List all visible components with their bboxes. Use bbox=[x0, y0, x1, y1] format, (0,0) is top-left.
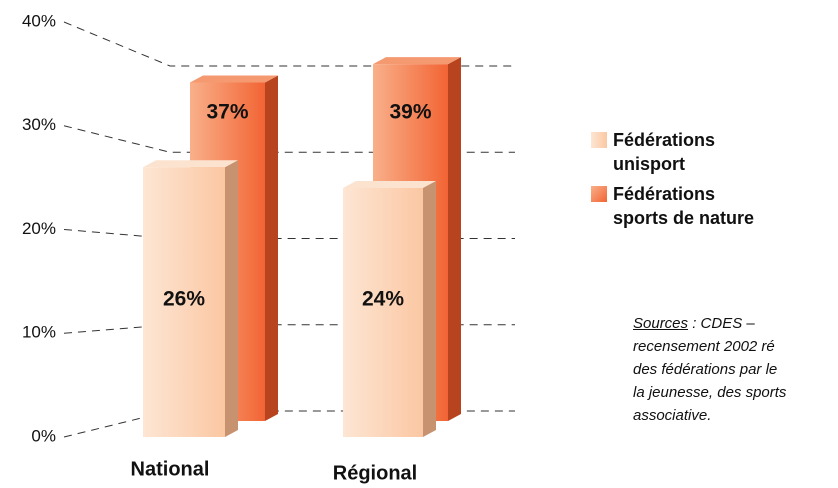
source-line: Sources : CDES – bbox=[633, 312, 838, 335]
value-label: 39% bbox=[389, 101, 431, 124]
y-tick-label: 20% bbox=[22, 219, 56, 238]
value-label: 26% bbox=[163, 288, 205, 311]
y-tick-label: 0% bbox=[31, 426, 56, 445]
legend-swatch bbox=[591, 186, 607, 202]
legend-item: Fédérations unisport bbox=[591, 128, 775, 176]
y-tick-label: 40% bbox=[22, 11, 56, 30]
bar-side bbox=[423, 181, 436, 437]
source-line: associative. bbox=[633, 407, 712, 424]
source-label: Sources bbox=[633, 315, 689, 332]
bar-side bbox=[265, 75, 278, 421]
bar bbox=[343, 181, 436, 437]
source-line: la jeunesse, des sports bbox=[633, 384, 787, 401]
legend-swatch bbox=[591, 132, 607, 148]
x-tick-label: Régional bbox=[333, 462, 417, 484]
x-tick-label: National bbox=[131, 458, 210, 480]
bar-side bbox=[225, 160, 238, 437]
value-label: 24% bbox=[362, 288, 404, 311]
bar-side bbox=[448, 57, 461, 422]
bar-top bbox=[343, 181, 436, 188]
source-line: recensement 2002 ré bbox=[633, 338, 775, 355]
legend-item: Fédérations sports de nature bbox=[591, 182, 775, 230]
bar-top bbox=[143, 160, 238, 168]
bar-top bbox=[373, 57, 461, 65]
grid-line bbox=[63, 21, 515, 67]
legend-label: Fédérations unisport bbox=[613, 130, 716, 174]
source-text: : CDES – bbox=[688, 315, 755, 332]
source-line: des fédérations par le bbox=[633, 361, 778, 378]
y-tick-label: 30% bbox=[22, 115, 56, 134]
bar-front bbox=[143, 167, 225, 437]
source-note: Sources : CDES – recensement 2002 ré des… bbox=[633, 312, 838, 427]
legend-label: Fédérations sports de nature bbox=[613, 184, 755, 228]
bar bbox=[143, 160, 238, 437]
y-tick-label: 10% bbox=[22, 323, 56, 342]
bar-front bbox=[343, 188, 423, 437]
bar-top bbox=[190, 75, 278, 83]
value-label: 37% bbox=[206, 101, 248, 124]
